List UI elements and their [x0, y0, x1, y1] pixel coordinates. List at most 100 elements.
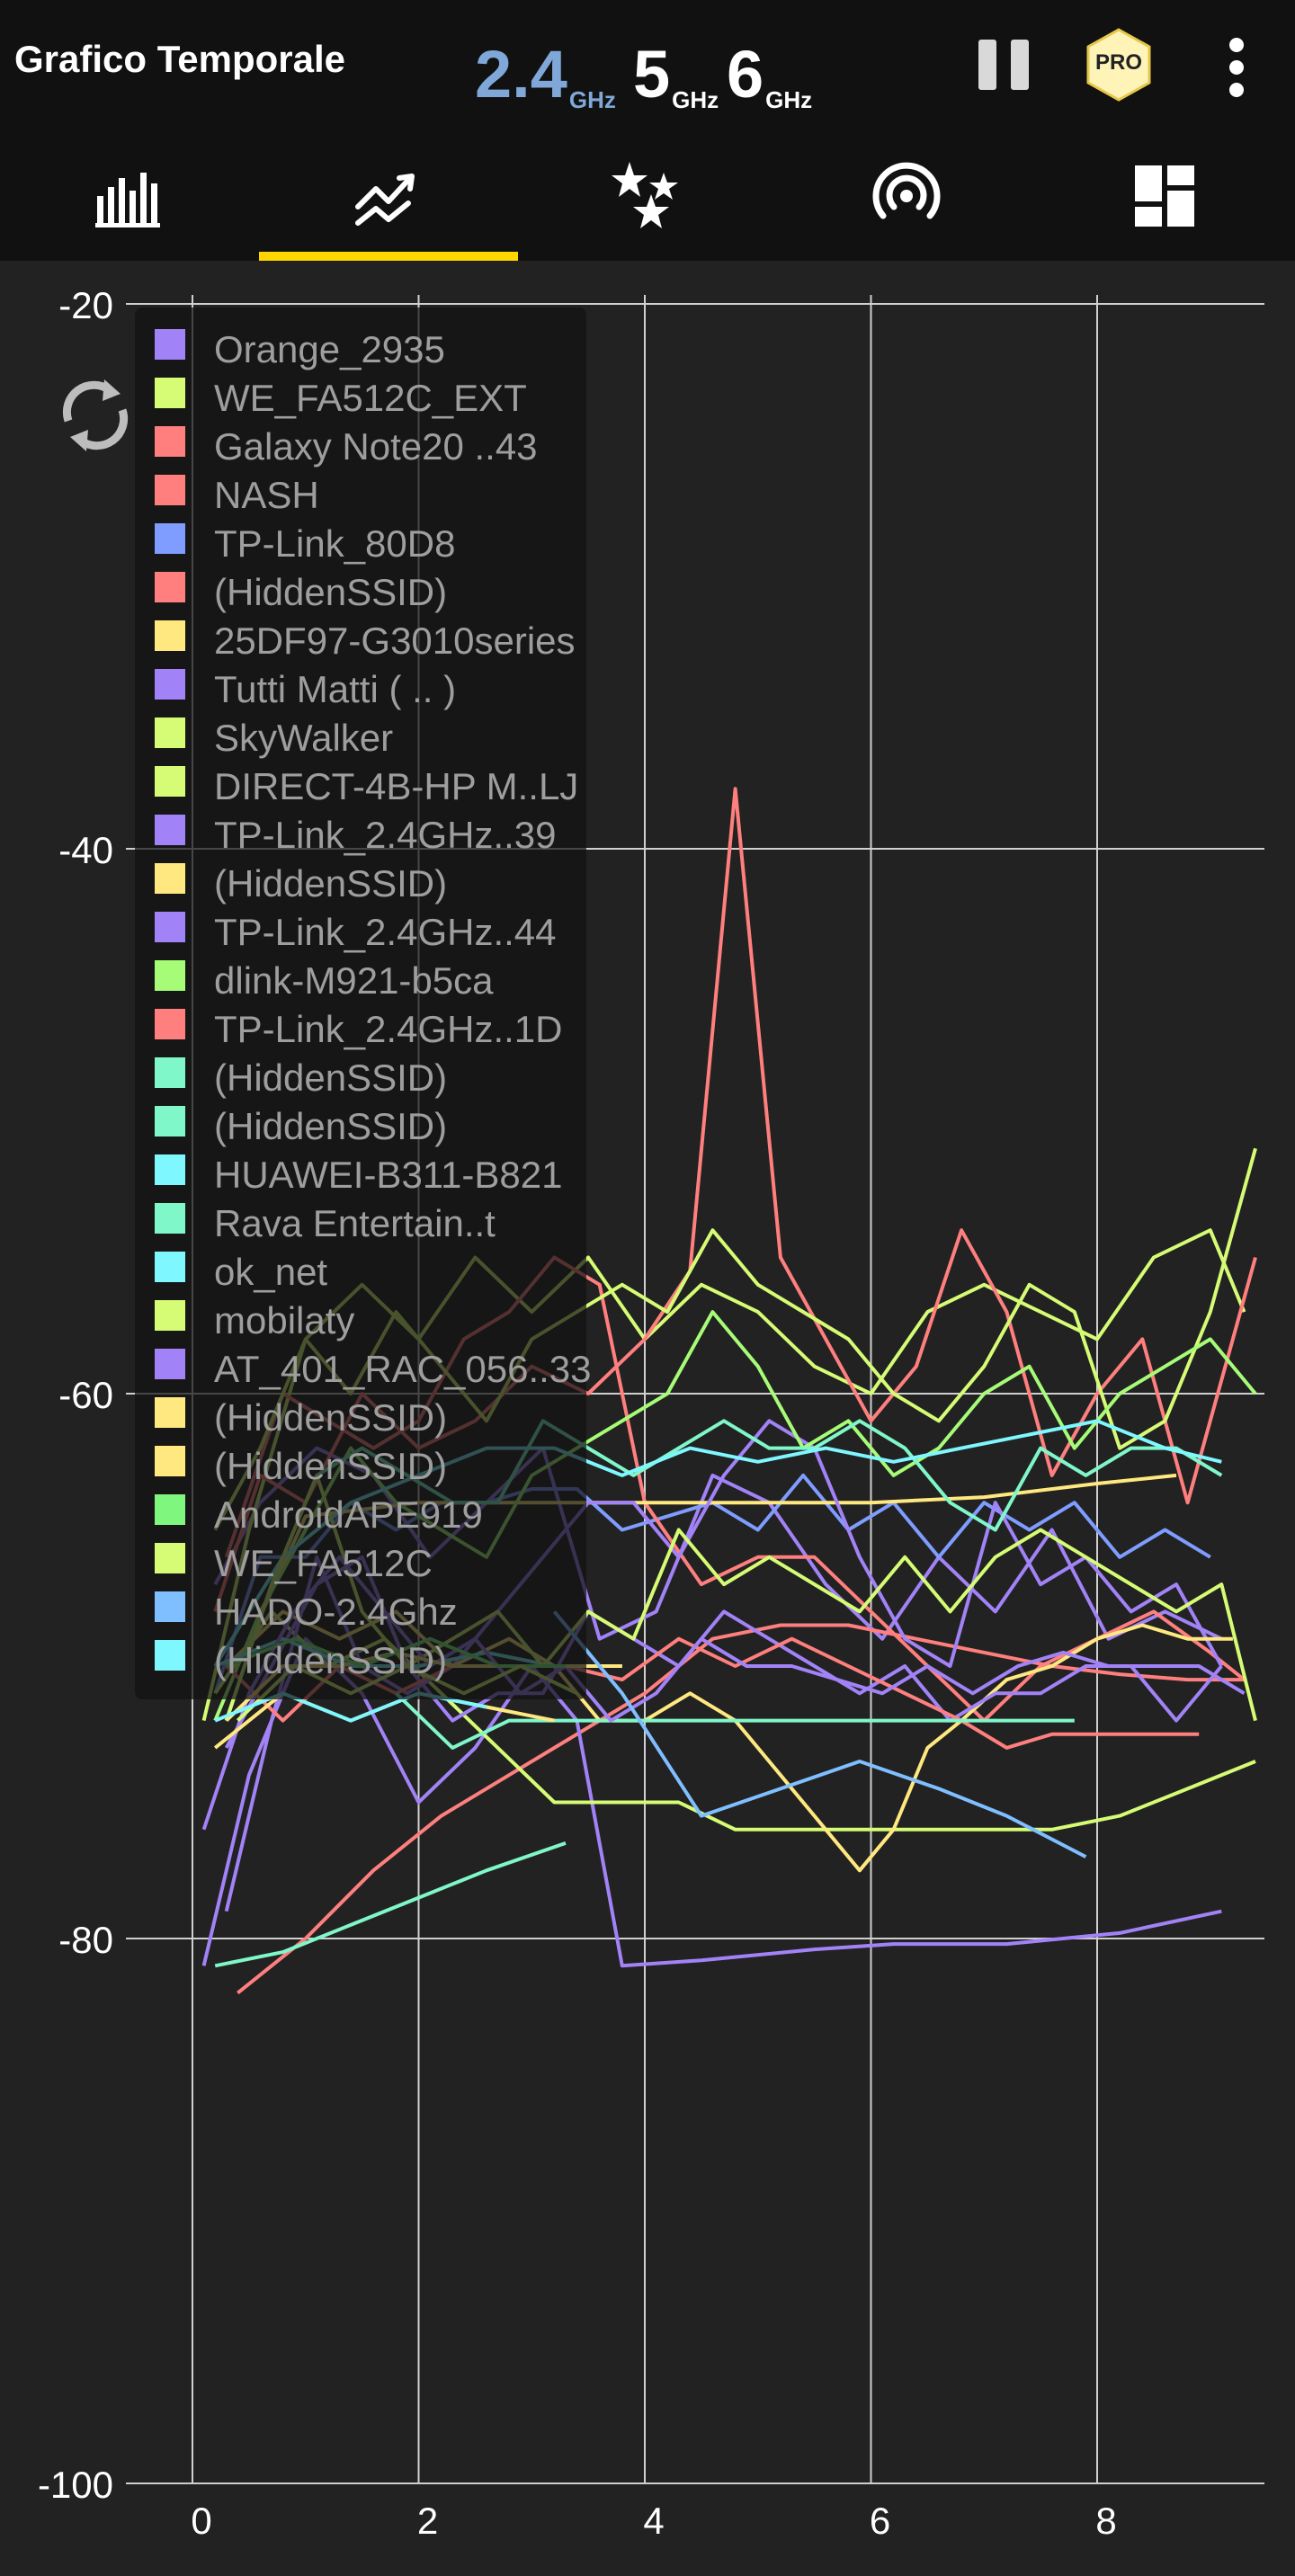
legend-label: (HiddenSSID): [214, 1396, 448, 1439]
legend-label: mobilaty: [214, 1299, 355, 1341]
legend-swatch: [155, 1106, 185, 1136]
legend-label: Tutti Matti ( .. ): [214, 668, 457, 710]
legend-swatch: [155, 912, 185, 942]
legend-swatch: [155, 766, 185, 797]
active-tab-indicator: [259, 252, 518, 261]
legend-label: TP-Link_2.4GHz..44: [214, 911, 557, 953]
legend-swatch: [155, 1591, 185, 1622]
y-tick-label: -20: [58, 284, 113, 326]
legend-swatch: [155, 378, 185, 408]
time-graph-icon: [355, 174, 415, 226]
pro-button[interactable]: PRO: [1085, 27, 1153, 103]
x-tick-label: 8: [1095, 2500, 1116, 2542]
y-tick-label: -100: [38, 2464, 113, 2506]
series-line: [214, 1841, 567, 1968]
legend-label: (HiddenSSID): [214, 862, 448, 905]
legend-label: DIRECT-4B-HP M..LJ: [214, 765, 579, 807]
legend-swatch: [155, 1494, 185, 1525]
legend-label: (HiddenSSID): [214, 1105, 448, 1147]
x-tick-label: 4: [643, 2500, 664, 2542]
time-graph-chart: -20 -40 -60 -80 -100 0 2 4 6 8: [0, 261, 1295, 2572]
legend-swatch: [155, 1543, 185, 1573]
legend-label: ok_net: [214, 1251, 328, 1293]
legend-label: WE_FA512C: [214, 1542, 433, 1584]
legend-label: TP-Link_2.4GHz..39: [214, 814, 557, 856]
legend-swatch: [155, 1446, 185, 1476]
legend-swatch: [155, 572, 185, 602]
legend-label: Rava Entertain..t: [214, 1202, 496, 1244]
legend-label: (HiddenSSID): [214, 1056, 448, 1099]
legend-swatch: [155, 1154, 185, 1185]
legend-label: WE_FA512C_EXT: [214, 377, 527, 419]
y-tick-label: -60: [58, 1374, 113, 1416]
legend-swatch: [155, 1397, 185, 1428]
pro-badge-label: PRO: [1094, 50, 1142, 75]
legend-label: AndroidAPE919: [214, 1493, 483, 1536]
tab-channel-rating[interactable]: [518, 133, 777, 261]
x-tick-label: 6: [870, 2500, 890, 2542]
legend-label: dlink-M921-b5ca: [214, 959, 494, 1002]
refresh-icon: [62, 379, 129, 451]
stars-rating-icon: [612, 162, 678, 228]
band-2ghz-toggle[interactable]: 2.4GHz: [475, 34, 616, 115]
signal-radar-icon: [872, 162, 941, 219]
page-title: Grafico Temporale: [14, 38, 345, 80]
signal-strength-plot: -20 -40 -60 -80 -100 0 2 4 6 8: [38, 284, 1264, 2542]
tab-dashboard[interactable]: [1036, 133, 1295, 261]
legend-label: NASH: [214, 474, 319, 516]
x-tick-label: 0: [191, 2500, 211, 2542]
legend-label: Orange_2935: [214, 328, 445, 370]
band-5ghz-number: 5: [633, 37, 671, 111]
series-line: [395, 1691, 1075, 1750]
legend-label: TP-Link_2.4GHz..1D: [214, 1008, 563, 1050]
legend-label: HADO-2.4Ghz: [214, 1591, 458, 1633]
legend-swatch: [155, 960, 185, 991]
band-6ghz-number: 6: [727, 37, 764, 111]
pro-badge-icon: [1086, 28, 1151, 102]
x-tick-label: 2: [417, 2500, 438, 2542]
band-5ghz-unit: GHz: [672, 86, 719, 113]
legend-swatch: [155, 1349, 185, 1379]
legend-swatch: [155, 620, 185, 651]
band-6ghz-toggle[interactable]: 6GHz: [727, 34, 812, 115]
legend-swatch: [155, 1252, 185, 1282]
legend-swatch: [155, 426, 185, 457]
legend-label: (HiddenSSID): [214, 1445, 448, 1487]
y-tick-label: -80: [58, 1919, 113, 1961]
tab-channel-graph[interactable]: [0, 133, 259, 261]
legend-swatch: [155, 475, 185, 505]
legend-label: (HiddenSSID): [214, 1639, 448, 1681]
band-5ghz-toggle[interactable]: 5GHz: [633, 34, 719, 115]
legend-swatch: [155, 1203, 185, 1234]
series-line: [552, 1610, 1087, 1858]
band-2ghz-unit: GHz: [568, 86, 616, 113]
legend-label: 25DF97-G3010series: [214, 619, 576, 662]
legend-swatch: [155, 329, 185, 360]
legend-label: Galaxy Note20 ..43: [214, 425, 538, 468]
tab-access-points[interactable]: [777, 133, 1036, 261]
top-app-bar: Grafico Temporale 2.4GHz 5GHz 6GHz PRO: [0, 0, 1295, 133]
legend-swatch: [155, 1300, 185, 1331]
legend-label: HUAWEI-B311-B821: [214, 1154, 563, 1196]
legend-label: SkyWalker: [214, 717, 394, 759]
y-tick-label: -40: [58, 829, 113, 871]
overflow-menu-button[interactable]: [1219, 36, 1255, 99]
legend-swatch: [155, 718, 185, 748]
legend-label: AT_401_RAC_056..33: [214, 1348, 592, 1390]
series-line: [237, 1623, 1245, 1995]
pause-button[interactable]: [977, 36, 1034, 94]
chart-legend: Orange_2935 WE_FA512C_EXT Galaxy Note20 ..…: [135, 308, 592, 1699]
legend-label: (HiddenSSID): [214, 571, 448, 613]
legend-swatch: [155, 523, 185, 554]
legend-swatch: [155, 1057, 185, 1088]
legend-swatch: [155, 863, 185, 894]
legend-label: TP-Link_80D8: [214, 522, 456, 565]
dashboard-grid-icon: [1135, 165, 1194, 227]
reset-button[interactable]: [58, 378, 133, 453]
tab-time-graph[interactable]: [259, 133, 518, 261]
band-6ghz-unit: GHz: [765, 86, 813, 113]
legend-swatch: [155, 1640, 185, 1671]
legend-swatch: [155, 669, 185, 700]
band-2ghz-number: 2.4: [475, 37, 567, 111]
tab-bar: [0, 133, 1295, 261]
